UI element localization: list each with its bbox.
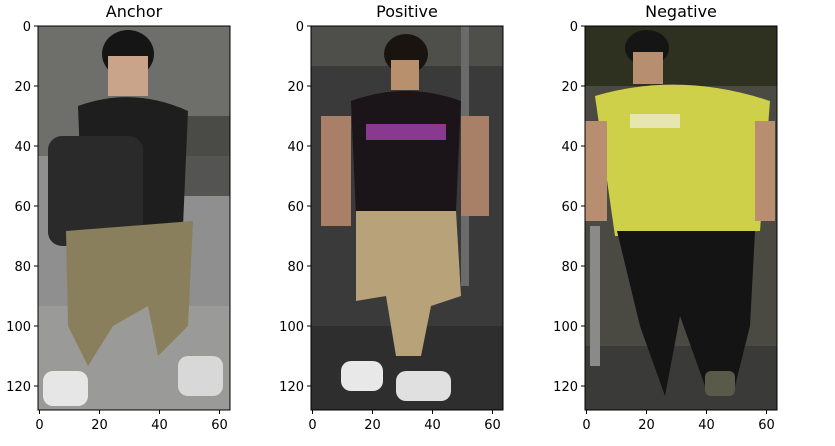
y-tick-label: 100	[6, 320, 31, 335]
x-tick-label: 60	[758, 418, 775, 433]
y-axis-ticks: 0 20 40 60 80 100 120	[553, 20, 585, 395]
y-tick-label: 40	[561, 140, 578, 155]
x-tick-label: 0	[308, 418, 316, 433]
panel-anchor: Anchor 0 20 40 60 80 100 120 0 20	[6, 2, 231, 433]
y-tick-label: 60	[287, 200, 304, 215]
y-axis-ticks: 0 20 40 60 80 100 120	[6, 20, 38, 395]
y-tick-label: 80	[287, 260, 304, 275]
y-tick-label: 120	[6, 380, 31, 395]
axes-frame	[37, 25, 231, 411]
y-tick-label: 20	[287, 80, 304, 95]
x-tick-label: 40	[151, 418, 168, 433]
y-tick-label: 120	[553, 380, 578, 395]
x-tick-label: 40	[698, 418, 715, 433]
y-tick-label: 80	[14, 260, 31, 275]
axes-frame	[584, 25, 778, 411]
person-image	[311, 26, 503, 410]
y-tick-label: 60	[14, 200, 31, 215]
x-axis-ticks: 0 20 40 60	[35, 410, 228, 433]
y-tick-label: 120	[279, 380, 304, 395]
person-image	[38, 26, 230, 410]
x-tick-label: 20	[364, 418, 381, 433]
y-tick-label: 100	[553, 320, 578, 335]
x-tick-label: 0	[35, 418, 43, 433]
panel-negative: Negative 0 20 40 60 80 100 120 0	[553, 2, 778, 433]
y-tick-label: 0	[296, 20, 304, 35]
x-tick-label: 20	[638, 418, 655, 433]
person-image	[585, 26, 777, 410]
axes-frame	[310, 25, 504, 411]
x-tick-label: 20	[91, 418, 108, 433]
y-tick-label: 60	[561, 200, 578, 215]
y-tick-label: 100	[279, 320, 304, 335]
y-tick-label: 20	[561, 80, 578, 95]
y-tick-label: 40	[14, 140, 31, 155]
panel-positive: Positive 0 20 40 60 80 100 120	[279, 2, 504, 433]
x-tick-label: 60	[484, 418, 501, 433]
x-axis-ticks: 0 20 40 60	[308, 410, 501, 433]
panel-title: Positive	[376, 2, 438, 21]
y-tick-label: 0	[570, 20, 578, 35]
y-tick-label: 0	[23, 20, 31, 35]
x-tick-label: 0	[582, 418, 590, 433]
y-tick-label: 80	[561, 260, 578, 275]
x-tick-label: 40	[424, 418, 441, 433]
y-axis-ticks: 0 20 40 60 80 100 120	[279, 20, 311, 395]
y-tick-label: 20	[14, 80, 31, 95]
panel-title: Negative	[645, 2, 717, 21]
x-tick-label: 60	[211, 418, 228, 433]
x-axis-ticks: 0 20 40 60	[582, 410, 775, 433]
y-tick-label: 40	[287, 140, 304, 155]
panel-title: Anchor	[106, 2, 163, 21]
